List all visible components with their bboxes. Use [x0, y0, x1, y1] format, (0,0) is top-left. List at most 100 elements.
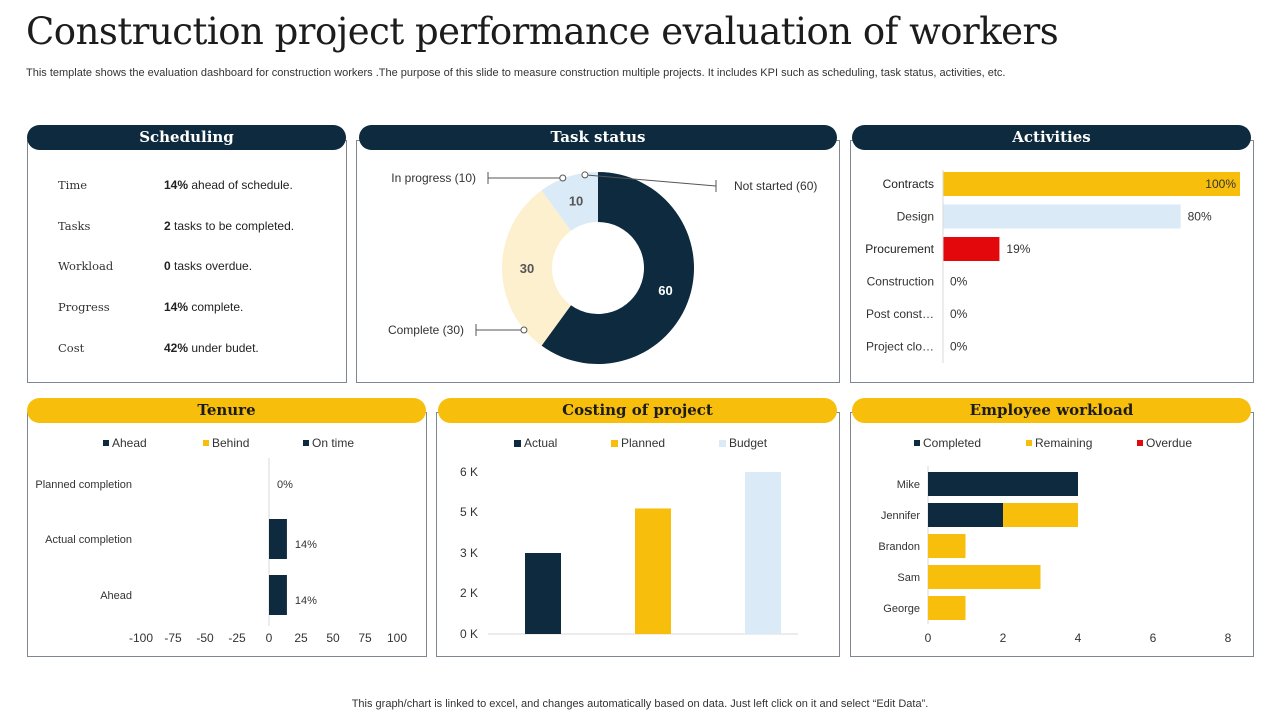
activity-label: Contracts	[883, 177, 934, 191]
workload-bar-segment	[928, 596, 966, 620]
costing-tick-label: 5 K	[460, 505, 478, 519]
workload-tick-label: 0	[925, 631, 932, 645]
tenure-tick-label: 75	[358, 631, 372, 645]
activity-label: Project clo…	[866, 340, 934, 354]
workload-chart: Completed Remaining Overdue Mike Jennifer Bra…	[878, 436, 1232, 645]
scheduling-row-value-text: under budet.	[188, 341, 259, 355]
costing-bar	[635, 508, 671, 634]
workload-bar-segment	[928, 534, 966, 558]
scheduling-row-label: Cost	[58, 341, 85, 355]
workload-category-label: George	[883, 603, 920, 615]
legend-swatch	[514, 440, 521, 447]
tenure-tick-label: -50	[196, 631, 214, 645]
page-footer: This graph/chart is linked to excel, and…	[351, 698, 929, 710]
costing-bar	[745, 472, 781, 634]
activities-chart: Contracts 100% Design 80% Procurement 19% Cons…	[865, 170, 1240, 363]
activity-value-label: 0%	[950, 307, 968, 321]
costing-bar	[525, 553, 561, 634]
callout-line	[584, 174, 717, 187]
callout-label: Not started (60)	[734, 179, 817, 193]
workload-header: Employee workload	[852, 398, 1251, 423]
legend-swatch	[103, 440, 109, 446]
scheduling-header: Scheduling	[27, 125, 346, 150]
tenure-tick-label: -25	[228, 631, 246, 645]
tenure-category-label: Actual completion	[45, 534, 132, 546]
workload-bar-segment	[928, 472, 1078, 496]
legend-swatch	[203, 440, 209, 446]
donut-slice-complete	[502, 190, 571, 346]
task-status-header: Task status	[359, 125, 837, 150]
legend-swatch	[303, 440, 309, 446]
workload-category-label: Jennifer	[881, 510, 920, 522]
tenure-tick-label: 0	[266, 631, 273, 645]
scheduling-row-value-text: ahead of schedule.	[188, 178, 293, 192]
scheduling-row-label: Workload	[58, 259, 114, 273]
scheduling-row-value-text: tasks to be completed.	[170, 219, 295, 233]
legend-swatch	[611, 440, 618, 447]
workload-bar-segment	[1003, 503, 1078, 527]
page-subtitle: This template shows the evaluation dashb…	[26, 67, 1006, 79]
legend-label: Ahead	[112, 436, 147, 450]
activities-header: Activities	[852, 125, 1251, 150]
costing-tick-label: 0 K	[460, 627, 478, 641]
task-status-chart: 60 30 10 Not started (60) Complete (30) In pr…	[388, 171, 817, 364]
tenure-category-label: Planned completion	[35, 479, 132, 491]
scheduling-row-value-text: tasks overdue.	[170, 259, 253, 273]
workload-category-label: Mike	[897, 479, 920, 491]
legend-swatch	[1026, 440, 1032, 446]
tenure-tick-label: 25	[294, 631, 308, 645]
tenure-tick-label: -75	[164, 631, 182, 645]
workload-category-label: Sam	[897, 572, 920, 584]
donut-slice-label: 30	[520, 261, 534, 276]
scheduling-row-value-number: 2	[164, 219, 171, 233]
activity-value-label: 100%	[1205, 177, 1236, 191]
legend-swatch	[719, 440, 726, 447]
activity-bar	[943, 204, 1181, 229]
tenure-bar	[269, 575, 287, 615]
workload-category-label: Brandon	[878, 541, 920, 553]
workload-tick-label: 8	[1225, 631, 1232, 645]
scheduling-row-value: 2 tasks to be completed.	[164, 219, 294, 233]
donut-slice-in-progress	[541, 172, 598, 231]
tenure-value-label: 0%	[277, 479, 293, 491]
workload-bar-segment	[928, 565, 1041, 589]
scheduling-row-label: Progress	[58, 300, 110, 314]
legend-label: Remaining	[1035, 436, 1092, 450]
tenure-tick-label: -100	[129, 631, 153, 645]
workload-tick-label: 6	[1150, 631, 1157, 645]
activity-bar	[943, 237, 1000, 261]
legend-label: Planned	[621, 436, 665, 450]
scheduling-row-value-text: complete.	[188, 300, 244, 314]
scheduling-row-value: 14% complete.	[164, 300, 243, 314]
costing-tick-label: 2 K	[460, 586, 478, 600]
page-title: Construction project performance evaluat…	[26, 10, 1059, 53]
callout-dot	[581, 171, 589, 179]
activity-value-label: 0%	[950, 340, 968, 354]
legend-label: On time	[312, 436, 354, 450]
tenure-tick-label: 100	[387, 631, 407, 645]
callout-dot	[520, 326, 528, 334]
legend-swatch	[914, 440, 920, 446]
legend-label: Budget	[729, 436, 768, 450]
scheduling-row-label: Time	[58, 178, 88, 192]
workload-tick-label: 2	[1000, 631, 1007, 645]
workload-bar-segment	[928, 503, 1003, 527]
costing-header: Costing of project	[438, 398, 837, 423]
donut-slice-label: 10	[569, 193, 583, 208]
activity-label: Procurement	[865, 242, 934, 256]
legend-label: Overdue	[1146, 436, 1192, 450]
donut-slice-not-started	[541, 172, 694, 364]
activity-label: Post const…	[866, 307, 934, 321]
activity-value-label: 0%	[950, 275, 968, 289]
costing-chart: Actual Planned Budget 0 K 2 K 3 K 5 K 6 K	[460, 436, 798, 641]
scheduling-row-label: Tasks	[58, 219, 91, 233]
scheduling-row-value-number: 42%	[164, 341, 189, 355]
activity-label: Construction	[867, 275, 934, 289]
activity-value-label: 80%	[1188, 210, 1212, 224]
scheduling-row-value: 0 tasks overdue.	[164, 259, 252, 273]
legend-label: Completed	[923, 436, 981, 450]
callout-label: Complete (30)	[388, 323, 464, 337]
tenure-value-label: 14%	[295, 595, 317, 607]
tenure-chart: Ahead Behind On time Planned completion 0% Ac…	[35, 436, 407, 645]
tenure-category-label: Ahead	[100, 590, 132, 602]
